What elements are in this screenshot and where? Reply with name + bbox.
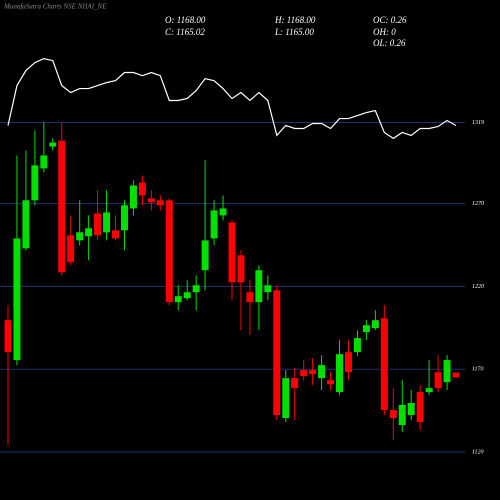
candle-body	[201, 240, 209, 271]
candle-body	[120, 205, 128, 231]
candle-body	[425, 388, 433, 393]
candle-body	[22, 200, 30, 249]
candle-body	[282, 378, 290, 419]
candle-body	[389, 410, 397, 419]
candle-body	[4, 320, 12, 353]
candle-body	[103, 212, 111, 233]
candle-body	[183, 292, 191, 299]
candle-body	[237, 255, 245, 283]
candle-body	[112, 230, 120, 239]
candle-body	[291, 378, 299, 389]
candle-body	[344, 352, 352, 373]
candle-body	[85, 228, 93, 237]
candle-body	[246, 292, 254, 303]
info-open: O: 1168.00	[165, 15, 206, 25]
candle-body	[255, 270, 263, 303]
candle-body	[452, 372, 460, 378]
candle-body	[434, 372, 442, 389]
candle-body	[407, 402, 415, 416]
candle-body	[318, 365, 326, 379]
candle-body	[362, 325, 370, 333]
candle-body	[147, 198, 155, 203]
candle-body	[165, 200, 173, 303]
candle-body	[309, 370, 317, 375]
candle-body	[129, 185, 137, 209]
info-close: C: 1165.02	[165, 27, 205, 37]
candle-body	[76, 232, 84, 241]
candle-body	[327, 380, 335, 385]
chart-title: MunafaSutra Charts NSE NHAI_NE	[3, 3, 107, 11]
candle-body	[210, 210, 218, 239]
y-tick-label: 1270	[472, 201, 484, 207]
overlay-line	[7, 57, 457, 140]
candle-body	[40, 155, 48, 169]
info-ol: OL: 0.26	[373, 38, 406, 48]
info-high: H: 1168.00	[274, 15, 316, 25]
candle-body	[371, 320, 379, 329]
info-oc: OC: 0.26	[373, 15, 407, 25]
candle-body	[300, 370, 308, 377]
y-tick-label: 1170	[472, 367, 484, 373]
y-tick-label: 1120	[472, 449, 484, 455]
candle-body	[156, 200, 164, 206]
candle-body	[380, 318, 388, 411]
candle-body	[31, 165, 39, 201]
candle-body	[13, 238, 21, 361]
candle-body	[94, 213, 102, 236]
candle-body	[58, 140, 66, 273]
candle-body	[353, 338, 361, 353]
y-tick-label: 1319	[472, 120, 484, 126]
candle-body	[219, 208, 227, 216]
candle-body	[49, 142, 57, 147]
y-tick-label: 1220	[472, 284, 484, 290]
candle-body	[416, 392, 424, 423]
candle-body	[398, 404, 406, 425]
candle-body	[264, 285, 272, 293]
candle-body	[67, 235, 75, 263]
info-oh: OH: 0	[373, 27, 396, 37]
info-low: L: 1165.00	[274, 27, 314, 37]
candle-body	[228, 222, 236, 283]
candle-body	[174, 296, 182, 303]
candle-body	[138, 182, 146, 196]
candle-body	[192, 285, 200, 293]
candle-body	[443, 360, 451, 383]
candle-body	[273, 290, 281, 416]
candle-body	[336, 354, 344, 393]
